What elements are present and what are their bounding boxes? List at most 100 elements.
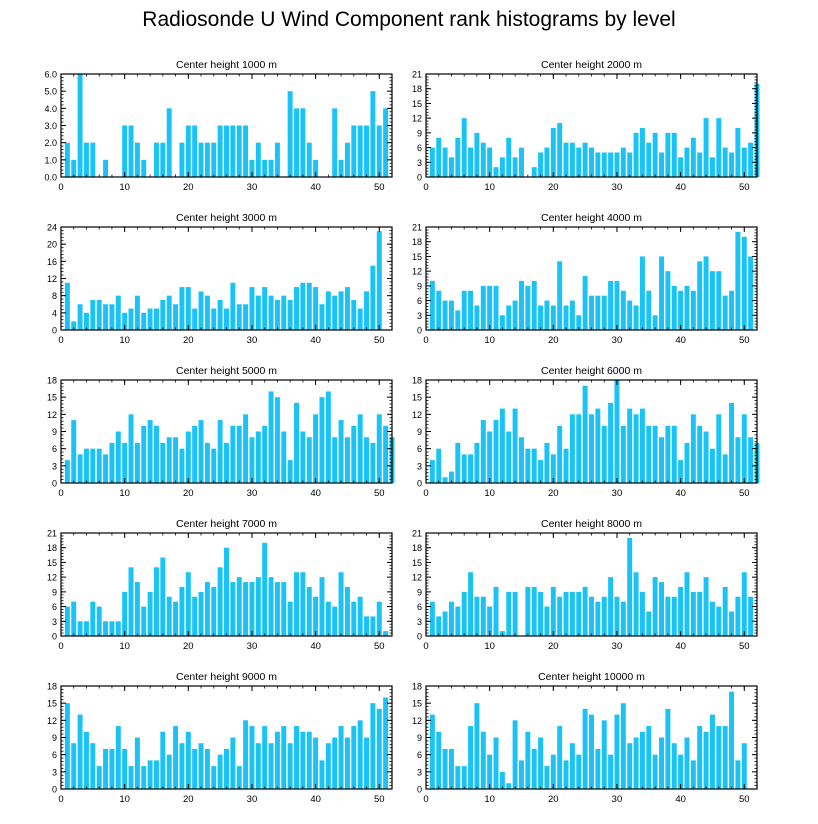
x-tick-label: 10 [119,488,130,499]
histogram-bar [383,425,389,483]
histogram-bar [351,425,357,483]
histogram-bar [262,425,268,483]
histogram-bar [351,726,357,789]
histogram-bar [134,295,140,330]
histogram-bar [313,287,319,330]
histogram-bar [128,414,134,483]
histogram-bar [351,125,357,177]
histogram-bar [90,299,96,330]
histogram-bar [141,159,147,177]
histogram-bar [442,477,448,483]
histogram-bar [179,142,185,177]
histogram-bar [487,147,493,177]
histogram-bar [576,147,582,177]
y-tick-label: 18 [412,84,422,94]
histogram-bar [344,737,350,789]
x-tick-label: 30 [612,182,623,193]
histogram-bar [538,305,544,330]
histogram-bar [550,754,556,789]
histogram-bar [716,414,722,483]
histogram-bar [550,127,556,177]
histogram-bar [480,420,486,483]
histogram-bar [582,276,588,330]
histogram-bar [576,414,582,483]
histogram-bar [563,305,569,330]
histogram-bar [103,454,109,483]
histogram-bar [204,442,210,483]
histogram-bar [217,754,223,789]
histogram-bar [678,290,684,330]
histogram-bar [557,261,563,330]
histogram-panel: Center height 5000 m 0 3 6 9 12 15 18 0 10 20 30 40 5… [47,365,395,499]
histogram-bar [601,295,607,330]
histogram-bar [192,125,198,177]
histogram-bar [531,280,537,330]
histogram-bar [160,299,166,330]
histogram-bar [300,431,306,483]
x-tick-label: 40 [310,488,321,499]
histogram-bar [281,582,287,636]
histogram-bar [376,231,382,330]
histogram-bar [147,420,153,483]
histogram-bar [620,425,626,483]
histogram-bar [709,271,715,330]
histogram-bar [236,425,242,483]
histogram-bar [525,448,531,483]
histogram-bar [185,431,191,483]
histogram-bar [646,611,652,636]
histogram-bar [455,606,461,636]
histogram-bar [211,308,217,330]
y-tick-label: 12 [47,274,57,284]
histogram-bar [627,408,633,483]
y-tick-label: 4 [52,308,57,318]
histogram-bar [319,577,325,636]
histogram-bar [646,726,652,789]
histogram-bar [64,460,70,483]
histogram-bar [487,606,493,636]
histogram-bar [147,760,153,789]
histogram-bar [204,295,210,330]
histogram-bar [684,572,690,636]
x-tick-label: 50 [739,641,750,652]
histogram-bar [147,308,153,330]
y-tick-label: 2.0 [44,138,57,148]
x-tick-label: 0 [423,335,428,346]
x-tick-label: 10 [484,641,495,652]
histogram-bar [620,290,626,330]
histogram-bar [179,448,185,483]
histogram-bar [294,726,299,789]
histogram-bar [376,601,382,636]
histogram-bar [461,290,467,330]
y-tick-label: 18 [412,376,422,386]
x-tick-label: 50 [739,335,750,346]
histogram-bar [83,731,89,789]
histogram-bar [544,606,550,636]
histogram-bar [376,125,382,177]
x-tick-label: 0 [58,335,63,346]
histogram-bar [442,611,448,636]
histogram-bar [224,547,229,636]
histogram-bar [96,766,102,789]
histogram-bar [474,442,480,483]
histogram-bar [748,142,754,177]
histogram-bar [243,720,249,789]
histogram-bar [306,437,312,483]
histogram-bar [716,118,722,177]
histogram-bar [192,748,198,789]
histogram-bar [376,414,382,483]
histogram-bar [357,308,363,330]
x-tick-label: 0 [423,641,428,652]
y-tick-label: 24 [47,223,57,233]
y-tick-label: 18 [412,237,422,247]
x-tick-label: 40 [675,335,686,346]
histogram-bar [294,402,299,483]
histogram-bar [525,586,531,636]
histogram-bar [313,159,319,177]
panel-title: Center height 8000 m [541,518,642,530]
histogram-bar [589,596,594,636]
histogram-bar [325,291,331,331]
histogram-bar [563,760,569,789]
y-tick-label: 0 [52,632,57,642]
histogram-bar [659,437,664,483]
histogram-bar [569,591,575,636]
